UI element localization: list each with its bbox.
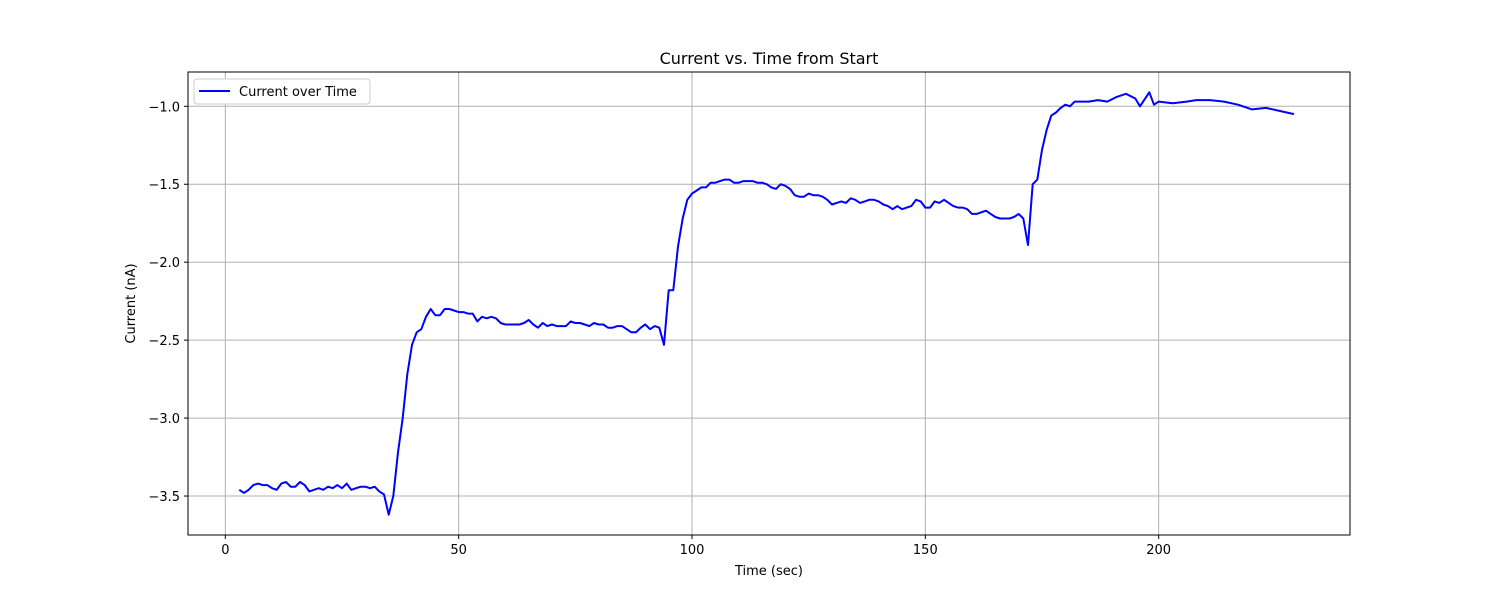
grid-lines <box>188 72 1350 535</box>
plot-area-background <box>188 72 1350 535</box>
plot-area-frame <box>187 71 1351 536</box>
x-tick-label: 50 <box>450 543 467 558</box>
x-tick-label: 100 <box>680 543 705 558</box>
y-tick-label: −1.0 <box>148 100 180 115</box>
y-tick-label: −2.5 <box>148 334 180 349</box>
x-axis-label: Time (sec) <box>734 564 803 579</box>
legend: Current over Time <box>193 78 371 105</box>
tick-marks: 0 50 100 150 200 −3.5 −3.0 −2.5 −2.0 −1.5 −1.0 <box>148 100 1171 558</box>
x-tick-label: 150 <box>913 543 938 558</box>
y-axis-label: Current (nA) <box>124 263 139 343</box>
chart-title: Current vs. Time from Start <box>660 49 879 68</box>
legend-label: Current over Time <box>239 85 357 100</box>
legend-box <box>193 78 371 105</box>
x-tick-label: 200 <box>1146 543 1171 558</box>
x-tick-label: 0 <box>221 543 229 558</box>
series-line-current-over-time <box>238 91 1295 516</box>
y-tick-label: −3.5 <box>148 490 180 505</box>
y-tick-label: −1.5 <box>148 178 180 193</box>
y-tick-label: −3.0 <box>148 412 180 427</box>
series-layer <box>238 91 1295 516</box>
y-tick-label: −2.0 <box>148 256 180 271</box>
